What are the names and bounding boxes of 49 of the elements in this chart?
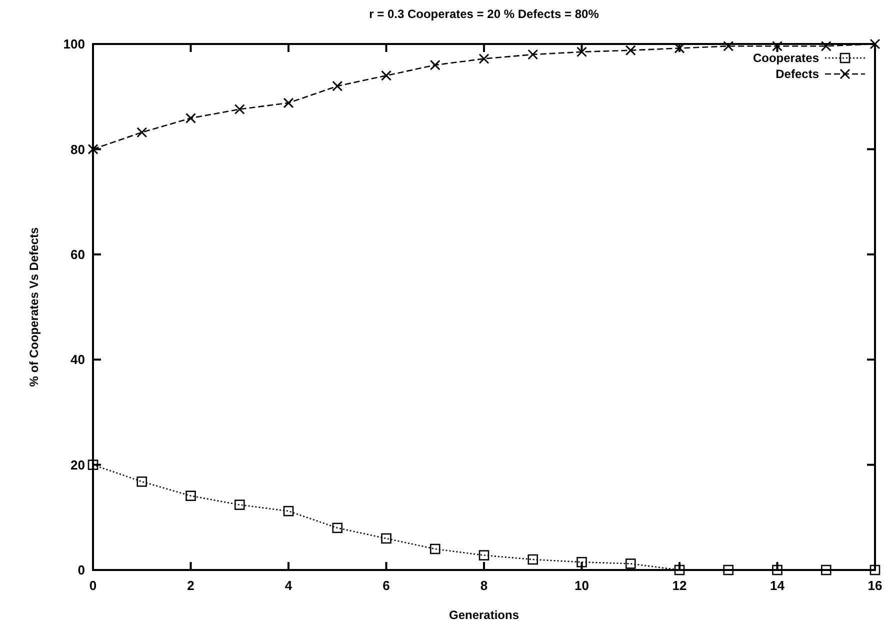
point [234, 500, 245, 510]
point [430, 544, 440, 554]
x-tick-label: 2 [187, 578, 194, 593]
y-axis-title: % of Cooperates Vs Defects [27, 226, 41, 387]
point [186, 490, 196, 501]
x-tick-label: 14 [770, 578, 786, 593]
point [136, 127, 148, 138]
y-tick-label: 40 [70, 352, 85, 368]
point [186, 112, 196, 124]
point [625, 558, 636, 569]
point [576, 46, 587, 58]
point [772, 564, 782, 576]
point [381, 533, 392, 544]
point [136, 476, 148, 487]
point [381, 70, 392, 81]
x-tick-label: 8 [480, 578, 488, 593]
x-tick-label: 4 [284, 578, 293, 593]
point [625, 45, 636, 56]
point [478, 550, 490, 560]
y-tick-label: 20 [70, 457, 85, 472]
x-tick-label: 6 [382, 578, 390, 593]
y-tick-label: 60 [70, 246, 85, 262]
point [723, 564, 734, 576]
y-tick-label: 100 [63, 36, 85, 52]
x-tick-label: 16 [868, 578, 882, 593]
x-axis-title: Generations [448, 608, 520, 622]
y-tick-label: 0 [78, 562, 85, 578]
legend-label: Cooperates [752, 51, 820, 66]
point [430, 60, 440, 70]
point [88, 460, 98, 470]
x-tick-label: 12 [672, 578, 687, 593]
point [234, 104, 245, 114]
point [528, 554, 538, 565]
point [283, 506, 294, 516]
point [478, 53, 490, 64]
x-tick-label: 0 [89, 578, 97, 593]
point [283, 98, 294, 108]
point [820, 564, 832, 576]
point [528, 49, 538, 60]
legend-label: Defects [776, 67, 820, 82]
point [576, 556, 587, 568]
point [88, 144, 98, 154]
point [332, 80, 343, 92]
point [870, 564, 880, 576]
point [332, 522, 343, 534]
point [674, 564, 685, 576]
x-tick-label: 10 [574, 578, 589, 593]
y-tick-label: 80 [70, 142, 85, 157]
chart-title: r = 0.3 Cooperates = 20 % Defects = 80% [369, 7, 600, 21]
